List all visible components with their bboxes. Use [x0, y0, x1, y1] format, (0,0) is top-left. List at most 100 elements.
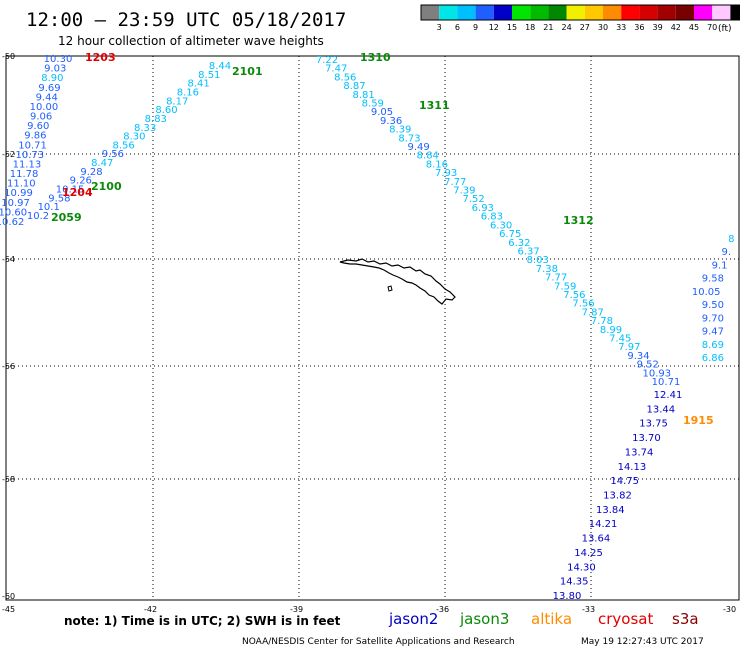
wave-height-label: 10.1: [38, 202, 60, 213]
lat-label: -52: [2, 150, 15, 159]
scale-swatch: [512, 5, 531, 20]
wave-height-label: 8.56: [334, 72, 356, 83]
wave-height-label: 9.06: [30, 112, 52, 123]
wave-height-label: 13.44: [646, 404, 675, 415]
wave-height-label: 9.44: [36, 92, 58, 103]
lon-label: -45: [2, 605, 15, 614]
scale-tick-label: 12: [489, 23, 499, 32]
scale-swatch: [584, 5, 603, 20]
legend-altika: altika: [531, 610, 572, 628]
wave-height-label: 6.37: [517, 247, 539, 258]
wave-height-label: 10.15: [56, 185, 85, 196]
wave-height-label: 11.78: [10, 169, 39, 180]
south-georgia-coastline: [339, 258, 456, 305]
scale-tick-label: 15: [507, 23, 517, 32]
map-frame: [5, 55, 740, 601]
pass-time-label: 1312: [563, 214, 594, 227]
wave-height-label: 8.59: [362, 99, 384, 110]
legend-jason2: jason2: [388, 610, 438, 628]
wave-height-label: 10.2: [27, 211, 49, 222]
wave-height-label: 9.28: [80, 167, 102, 178]
page-subtitle: 12 hour collection of altimeter wave hei…: [58, 34, 324, 48]
wave-height-label: 7.45: [609, 334, 631, 345]
wave-height-label: 6.93: [472, 203, 494, 214]
wave-height-label: 8.33: [134, 123, 156, 134]
wave-height-label: 13.70: [632, 433, 661, 444]
scale-swatch: [603, 5, 622, 20]
wave-height-label: 9.1: [712, 260, 728, 271]
wave-height-label: 9.70: [702, 313, 724, 324]
wave-height-label: 14.35: [560, 577, 589, 588]
scale-tick-label: 21: [543, 23, 553, 32]
wave-height-label: 14.30: [567, 562, 596, 573]
wave-height-label: 8.03: [527, 255, 549, 266]
lat-label: -56: [2, 362, 15, 371]
wave-height-label: 9.47: [702, 327, 724, 338]
wave-height-label: 7.77: [444, 177, 466, 188]
wave-height-label: 11.13: [13, 160, 42, 171]
wave-height-label: 9.50: [702, 300, 724, 311]
wave-height-label: 10.00: [30, 102, 59, 113]
scale-tick-label: 27: [580, 23, 590, 32]
wave-height-label: 8.39: [389, 125, 411, 136]
pass-time-label: 1310: [360, 51, 391, 64]
wave-height-label: 7.77: [545, 273, 567, 284]
wave-height-label: 10.05: [692, 287, 721, 298]
lat-label: -58: [2, 475, 15, 484]
wave-height-label: 8.30: [123, 132, 145, 143]
scale-swatch: [694, 5, 713, 20]
scale-swatch: [493, 5, 512, 20]
wave-height-label: 12.41: [654, 390, 683, 401]
altimeter-tracks: 10.309.038.909.699.4410.009.069.609.8610…: [0, 54, 735, 602]
wave-height-label: 13.80: [553, 591, 582, 602]
wave-height-label: 14.21: [589, 519, 618, 530]
wave-height-label: 13.82: [603, 491, 632, 502]
wave-height-label: 7.39: [453, 186, 475, 197]
scale-swatch: [548, 5, 567, 20]
wave-height-label: 9.36: [380, 116, 402, 127]
wave-height-label: 7.87: [582, 307, 604, 318]
wave-height-label: 8.60: [155, 105, 177, 116]
scale-tick-label: 42: [671, 23, 681, 32]
wave-height-label: 7.59: [554, 281, 576, 292]
wave-height-label: 6.30: [490, 220, 512, 231]
wave-height-label: 8.17: [166, 96, 188, 107]
legend-note: note: 1) Time is in UTC; 2) SWH is in fe…: [64, 614, 341, 628]
wave-height-label: 8.16: [426, 159, 448, 170]
wave-height-label: 10.71: [18, 140, 47, 151]
wave-height-label: 8.87: [343, 81, 365, 92]
wave-height-label: 14.75: [610, 476, 639, 487]
wave-height-label: 10.73: [15, 150, 44, 161]
pass-time-label: 1203: [85, 51, 116, 64]
wave-height-label: 9.49: [407, 142, 429, 153]
pass-time-label: 1915: [683, 414, 714, 427]
island-islet: [387, 285, 393, 292]
wave-height-label: 8.73: [398, 133, 420, 144]
wave-height-label: 14.13: [618, 462, 647, 473]
wave-height-label: 8.16: [177, 88, 199, 99]
wave-height-label: 10.60: [0, 207, 27, 218]
legend-jason3: jason3: [459, 610, 509, 628]
page-title: 12:00 — 23:59 UTC 05/18/2017: [26, 9, 346, 31]
wave-height-label: 9.58: [48, 193, 70, 204]
wave-height-label: 9.26: [70, 176, 92, 187]
wave-height-label: 6.75: [499, 229, 521, 240]
wave-height-label: 8.69: [702, 340, 724, 351]
wave-height-label: 9.03: [44, 64, 66, 75]
scale-swatch: [639, 5, 658, 20]
wave-height-label: 10.30: [44, 54, 73, 65]
wave-height-label: 8: [728, 234, 734, 245]
scale-swatch: [675, 5, 694, 20]
scale-tick-label: 39: [653, 23, 663, 32]
wave-height-label: 7.38: [536, 264, 558, 275]
pass-time-label: 2059: [51, 211, 82, 224]
wave-height-label: 8.81: [352, 90, 374, 101]
wave-height-label: 8.84: [417, 151, 439, 162]
scale-swatch: [657, 5, 676, 20]
scale-tick-label: 3: [437, 23, 442, 32]
lon-label: -33: [582, 605, 595, 614]
wave-height-label: 9.69: [38, 83, 60, 94]
wave-height-label: 9.86: [24, 131, 46, 142]
